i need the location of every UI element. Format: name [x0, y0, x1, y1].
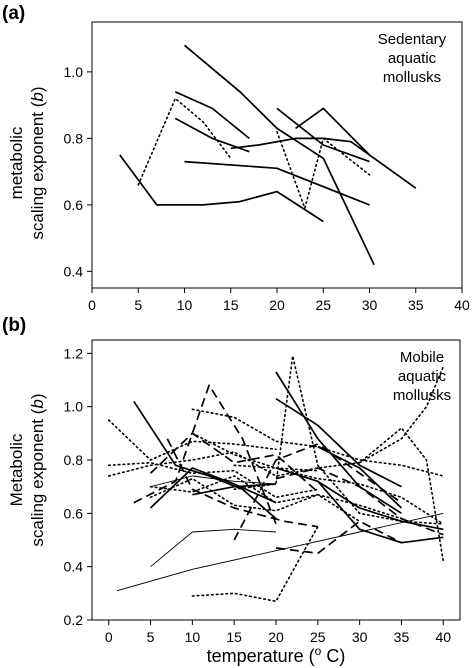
b-x-tick-label: 10: [185, 629, 201, 645]
a-series-line-6: [230, 137, 417, 189]
b-series-line-21: [233, 464, 445, 525]
b-series-line-8: [317, 445, 403, 509]
a-x-tick-label: 0: [88, 297, 96, 313]
a-y-tick-label: 0.8: [64, 130, 84, 146]
panel-b-y-label: Metabolic scaling exponent (b): [7, 393, 47, 546]
panel-b-annotation-line1: Mobile: [400, 349, 444, 366]
b-series-line-17: [275, 520, 402, 555]
a-x-tick-label: 30: [362, 297, 378, 313]
panel-a-y-label: metabolic scaling exponent (b): [7, 86, 47, 239]
panel-b-annotation-line3: mollusks: [393, 387, 451, 404]
a-series-line-7: [276, 107, 370, 163]
a-series-line-3: [174, 91, 250, 140]
b-x-tick-label: 20: [268, 629, 284, 645]
b-y-tick-label: 1.2: [64, 345, 84, 361]
a-x-tick-label: 40: [454, 297, 470, 313]
panel-a-x-ticks: 0 5 10 15 20 25 30 35 40: [88, 288, 470, 313]
b-series-line-25: [233, 355, 445, 525]
a-y-tick-label: 1.0: [64, 64, 84, 80]
panel-b-x-label: temperature (o C): [207, 644, 346, 666]
a-series-line-2: [183, 44, 375, 266]
panel-b: (b) 0.20.40.60.81.01.2 0 5 10 15 20 25 30 35 40 …: [2, 315, 461, 666]
b-series-line-6: [317, 480, 444, 544]
b-series-line-23: [149, 475, 361, 523]
panel-a-annotation-line3: mollusks: [383, 69, 441, 86]
panel-a-y-ticks: 0.4 0.6 0.8 1.0: [64, 64, 92, 279]
b-series-line-13: [166, 438, 318, 528]
a-series-line-9: [137, 97, 232, 186]
b-x-tick-label: 40: [435, 629, 451, 645]
b-series-line-18: [107, 419, 277, 461]
b-x-tick-label: 30: [352, 629, 368, 645]
panel-b-y-label-line1: Metabolic: [7, 433, 26, 506]
b-x-tick-label: 25: [310, 629, 326, 645]
panel-a-y-label-line1: metabolic: [7, 126, 26, 199]
b-series-line-2: [149, 467, 277, 509]
panel-a-annotation-line2: aquatic: [388, 50, 437, 67]
b-series-line-20: [191, 408, 445, 477]
b-x-tick-label: 5: [147, 629, 155, 645]
b-series-line-11: [150, 475, 277, 488]
panel-a-series: [119, 44, 417, 266]
a-x-tick-label: 10: [177, 297, 193, 313]
b-y-tick-label: 0.2: [64, 612, 84, 628]
b-series-line-5: [275, 397, 402, 488]
panel-a: (a) 0.4 0.6 0.8 1.0 0 5 10 15 20 25 30 35 40 Sedent…: [2, 3, 470, 313]
panel-b-series: [107, 355, 445, 603]
b-y-tick-label: 0.6: [64, 505, 84, 521]
panel-b-y-ticks: 0.2 0.4 0.6 0.8 1.0 1.2: [64, 345, 92, 628]
b-series-line-9: [150, 528, 277, 568]
b-y-tick-label: 1.0: [64, 399, 84, 415]
b-series-line-28: [191, 432, 319, 472]
a-y-tick-label: 0.6: [64, 197, 84, 213]
b-x-tick-label: 15: [226, 629, 242, 645]
a-series-line-1: [119, 154, 324, 223]
b-series-line-14: [233, 443, 402, 541]
b-series-line-26: [191, 525, 319, 603]
b-series-line-1: [133, 400, 277, 520]
a-series-line-8: [295, 107, 371, 156]
b-series-line-4: [275, 371, 402, 515]
a-x-tick-label: 25: [315, 297, 331, 313]
a-x-tick-label: 5: [134, 297, 142, 313]
panel-a-y-label-line2: scaling exponent (b): [28, 86, 47, 239]
b-x-tick-label: 0: [105, 629, 113, 645]
a-x-tick-label: 35: [408, 297, 424, 313]
a-x-tick-label: 20: [269, 297, 285, 313]
b-y-tick-label: 0.8: [64, 452, 84, 468]
b-series-line-16: [149, 432, 319, 493]
b-series-line-27: [358, 365, 445, 464]
a-series-line-5: [184, 160, 370, 206]
panel-b-annotation-line2: aquatic: [398, 368, 447, 385]
panel-b-x-ticks: 0 5 10 15 20 25 30 35 40: [105, 620, 451, 645]
b-series-line-24: [107, 427, 445, 563]
b-series-line-10: [116, 512, 444, 592]
b-series-line-19: [107, 461, 319, 499]
a-x-tick-label: 15: [223, 297, 239, 313]
a-y-tick-label: 0.4: [64, 263, 84, 279]
a-series-line-10: [276, 130, 371, 209]
panel-a-annotation-line1: Sedentary: [378, 31, 447, 48]
b-x-tick-label: 35: [394, 629, 410, 645]
panel-b-y-label-line2: scaling exponent (b): [28, 393, 47, 546]
b-series-line-22: [149, 477, 403, 520]
b-y-tick-label: 0.4: [64, 559, 84, 575]
b-series-line-15: [275, 467, 444, 536]
panel-a-label: (a): [2, 3, 25, 24]
panel-b-label: (b): [2, 315, 26, 336]
